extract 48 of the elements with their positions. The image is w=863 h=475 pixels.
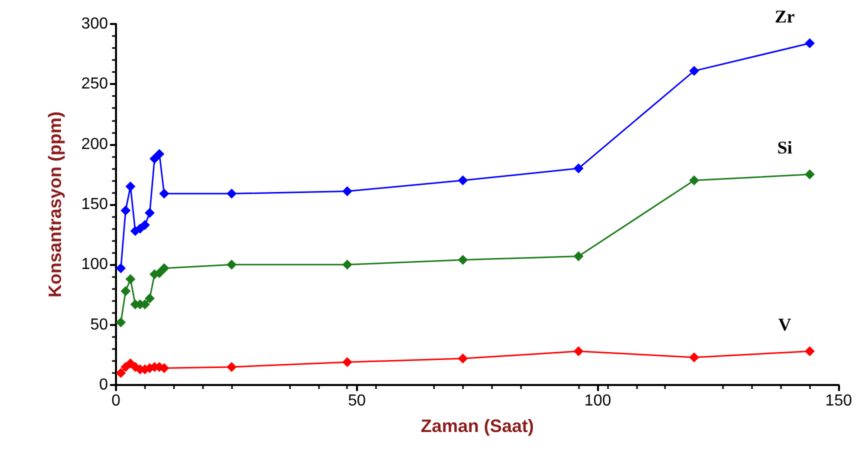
- point: [116, 263, 126, 274]
- point: [573, 346, 584, 356]
- point: [804, 346, 815, 356]
- point: [120, 286, 131, 296]
- point: [804, 169, 815, 180]
- point: [458, 354, 468, 364]
- point: [150, 154, 160, 164]
- point: [159, 263, 170, 274]
- point: [458, 254, 468, 265]
- point: [689, 175, 700, 186]
- x-axis-title: Zaman (Saat): [420, 416, 534, 436]
- point: [154, 148, 164, 159]
- point: [120, 206, 131, 216]
- point: [226, 362, 237, 372]
- point: [226, 188, 237, 199]
- point: [125, 274, 136, 284]
- point: [342, 186, 352, 196]
- x-tick-label: 150: [825, 392, 852, 410]
- point: [125, 181, 136, 192]
- y-tick-label: 50: [90, 316, 108, 334]
- point: [342, 260, 352, 270]
- x-tick-label: 100: [584, 392, 612, 410]
- y-tick-label: 150: [81, 196, 108, 213]
- series-label: Si: [777, 137, 792, 158]
- point: [689, 66, 700, 76]
- point: [573, 163, 584, 174]
- point: [140, 220, 150, 230]
- y-tick-label: 0: [99, 376, 108, 394]
- y-axis-title: Konsantrasyon (ppm): [45, 111, 65, 298]
- point: [573, 251, 584, 262]
- point: [689, 352, 700, 362]
- y-tick-label: 250: [81, 76, 108, 93]
- point: [116, 368, 126, 378]
- point: [159, 188, 170, 199]
- point: [342, 357, 352, 368]
- point: [144, 208, 155, 218]
- point: [116, 317, 126, 328]
- x-tick-label: 0: [112, 392, 121, 410]
- y-tick-label: 100: [81, 256, 108, 274]
- point: [804, 38, 815, 48]
- series-label: V: [778, 314, 792, 334]
- series-label: Zr: [774, 6, 795, 26]
- point: [226, 260, 237, 270]
- y-tick-label: 200: [81, 136, 108, 153]
- x-tick-label: 50: [348, 392, 366, 410]
- point: [144, 293, 155, 304]
- y-tick-label: 300: [81, 16, 108, 32]
- point: [458, 175, 468, 186]
